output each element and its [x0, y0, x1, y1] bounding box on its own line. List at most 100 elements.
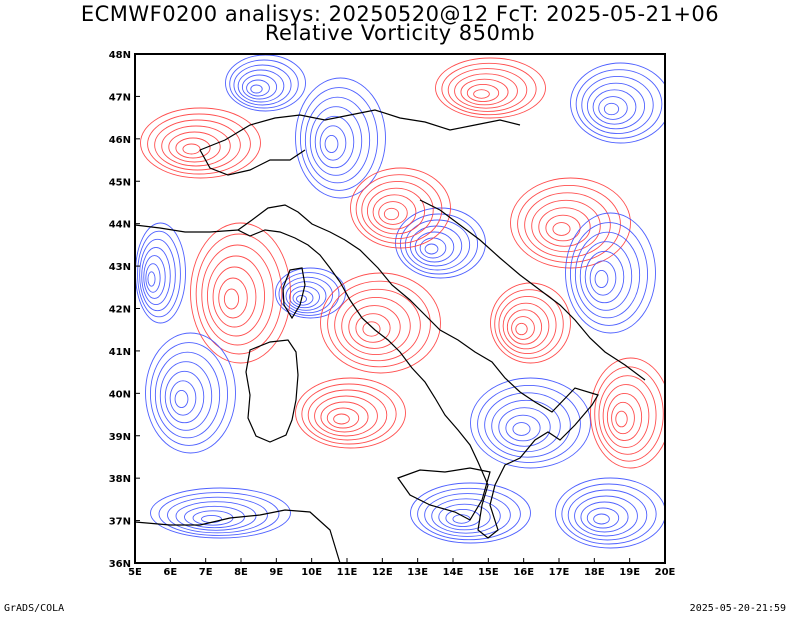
positive-vorticity-contour: [362, 321, 381, 337]
x-tick-label: 10E: [301, 567, 322, 578]
positive-vorticity-contour: [594, 366, 664, 462]
negative-vorticity-contour: [575, 69, 663, 139]
positive-vorticity-contour: [447, 68, 528, 112]
negative-vorticity-contour: [555, 477, 665, 549]
positive-vorticity-contour: [378, 201, 408, 225]
negative-vorticity-contour: [498, 407, 551, 447]
negative-vorticity-contour: [285, 281, 327, 311]
x-tick-label: 9E: [269, 567, 283, 578]
positive-vorticity-contour: [168, 131, 221, 163]
negative-vorticity-contour: [417, 487, 521, 541]
negative-vorticity-contour: [470, 377, 591, 469]
negative-vorticity-contour: [512, 422, 531, 436]
negative-vorticity-contour: [282, 276, 333, 314]
x-tick-label: 16E: [513, 567, 534, 578]
positive-vorticity-contour: [531, 199, 601, 253]
positive-vorticity-contour: [333, 413, 350, 425]
negative-vorticity-contour: [309, 106, 363, 176]
positive-vorticity-contour: [327, 280, 431, 368]
positive-vorticity-contour: [314, 395, 378, 437]
positive-vorticity-contour: [147, 113, 251, 175]
negative-vorticity-contour: [241, 74, 278, 100]
negative-vorticity-contour: [424, 243, 439, 255]
negative-vorticity-contour: [399, 213, 479, 275]
negative-vorticity-contour: [589, 260, 617, 296]
positive-vorticity-contour: [201, 244, 274, 346]
x-axis: 5E 6E 7E 8E 9E 10E 11E 12E 13E 14E 15E 16E 17E 18E 19E…: [128, 558, 676, 578]
coastlines: [135, 109, 646, 563]
x-tick-label: 20E: [655, 567, 676, 578]
positive-vorticity-contour: [466, 83, 500, 103]
negative-vorticity-contour: [141, 246, 171, 306]
positive-vorticity-contour: [473, 89, 490, 99]
positive-vorticity-contour: [301, 383, 397, 445]
positive-vorticity-contour: [524, 192, 611, 258]
y-tick-label: 38N: [109, 474, 131, 485]
x-tick-label: 5E: [128, 567, 142, 578]
negative-vorticity-contour: [424, 493, 511, 537]
balkan-coastline: [419, 199, 646, 381]
negative-vorticity-contour: [570, 62, 665, 144]
positive-vorticity-contour: [175, 137, 211, 159]
negative-vorticity-contour: [561, 483, 657, 545]
negative-vorticity-contour: [154, 351, 221, 439]
x-tick-label: 8E: [234, 567, 248, 578]
negative-vorticity-contour: [278, 272, 340, 316]
negative-vorticity-contour: [296, 294, 307, 304]
positive-vorticity-contour: [212, 266, 257, 328]
negative-vorticity-contour: [579, 241, 633, 311]
negative-vorticity-contour: [594, 269, 609, 289]
positive-vorticity-contour: [320, 272, 441, 374]
y-tick-label: 46N: [109, 135, 131, 146]
negative-vorticity-contour: [149, 342, 229, 446]
y-axis: 36N 37N 38N 39N 40N 41N 42N 43N 44N 45N 46N 47N 48N: [109, 50, 140, 570]
positive-vorticity-contour: [366, 187, 426, 235]
x-tick-label: 6E: [163, 567, 177, 578]
positive-vorticity-contour: [383, 207, 400, 221]
positive-vorticity-contour: [348, 305, 401, 349]
negative-vorticity-contour: [477, 384, 581, 464]
negative-vorticity-contour: [484, 392, 571, 458]
swiss-border: [199, 149, 306, 176]
x-tick-label: 17E: [549, 567, 570, 578]
y-tick-label: 41N: [109, 347, 131, 358]
positive-vorticity-contour: [606, 392, 643, 442]
negative-vorticity-contour: [150, 487, 291, 539]
negative-vorticity-contour: [304, 96, 371, 184]
positive-vorticity-contour: [494, 289, 564, 359]
negative-vorticity-contour: [159, 361, 213, 431]
negative-vorticity-contour: [404, 219, 471, 271]
y-tick-label: 47N: [109, 92, 131, 103]
positive-vorticity-contour: [295, 377, 406, 449]
positive-vorticity-contour: [515, 322, 528, 336]
positive-vorticity-contour: [506, 309, 543, 345]
plot-background: [135, 54, 665, 563]
x-tick-label: 11E: [337, 567, 358, 578]
negative-vorticity-contour: [565, 212, 656, 334]
y-tick-label: 44N: [109, 220, 131, 231]
positive-vorticity-contour: [355, 313, 391, 343]
x-tick-label: 7E: [199, 567, 213, 578]
negative-vorticity-contour: [139, 238, 176, 312]
negative-vorticity-contour: [569, 222, 649, 326]
title-line-1: ECMWF0200 analisys: 20250520@12 FcT: 202…: [80, 2, 720, 26]
negative-vorticity-contour: [164, 370, 205, 424]
negative-vorticity-contour: [169, 380, 197, 416]
north-africa-coastline: [135, 509, 341, 563]
negative-vorticity-contour: [299, 87, 379, 191]
title-line-2: Relative Vorticity 850mb: [264, 21, 536, 45]
negative-vorticity-contour: [438, 503, 491, 531]
negative-vorticity-contour: [603, 102, 620, 116]
sardinia-coastline: [245, 339, 299, 443]
negative-vorticity-contour: [147, 271, 156, 287]
positive-vorticity-contour: [361, 180, 434, 240]
negative-vorticity-contour: [314, 115, 355, 169]
negative-vorticity-contour: [598, 96, 628, 120]
negative-vorticity-contour: [233, 64, 292, 106]
y-tick-label: 37N: [109, 517, 131, 528]
negative-vorticity-contour: [250, 84, 263, 94]
x-tick-label: 12E: [372, 567, 393, 578]
positive-vorticity-contour: [190, 222, 291, 364]
negative-vorticity-contour: [505, 414, 541, 442]
